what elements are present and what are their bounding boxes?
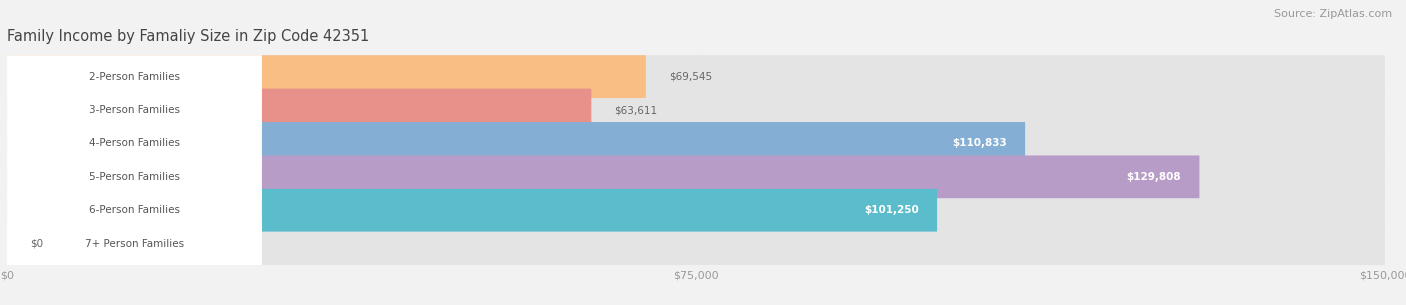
FancyBboxPatch shape <box>7 189 1385 231</box>
FancyBboxPatch shape <box>7 55 645 98</box>
Text: 6-Person Families: 6-Person Families <box>89 205 180 215</box>
FancyBboxPatch shape <box>7 55 1385 98</box>
Text: $110,833: $110,833 <box>952 138 1007 149</box>
Text: $69,545: $69,545 <box>669 72 711 82</box>
FancyBboxPatch shape <box>7 122 262 165</box>
FancyBboxPatch shape <box>7 122 1385 165</box>
FancyBboxPatch shape <box>7 156 1199 198</box>
FancyBboxPatch shape <box>7 89 592 131</box>
Text: Source: ZipAtlas.com: Source: ZipAtlas.com <box>1274 9 1392 19</box>
Text: $129,808: $129,808 <box>1126 172 1181 182</box>
FancyBboxPatch shape <box>7 189 938 231</box>
FancyBboxPatch shape <box>7 55 262 98</box>
FancyBboxPatch shape <box>7 222 1385 265</box>
Text: 3-Person Families: 3-Person Families <box>89 105 180 115</box>
FancyBboxPatch shape <box>7 222 262 265</box>
FancyBboxPatch shape <box>7 189 262 231</box>
Text: $63,611: $63,611 <box>614 105 658 115</box>
Text: $101,250: $101,250 <box>863 205 918 215</box>
FancyBboxPatch shape <box>7 156 262 198</box>
Text: 4-Person Families: 4-Person Families <box>89 138 180 149</box>
Text: $0: $0 <box>30 239 44 249</box>
Text: 5-Person Families: 5-Person Families <box>89 172 180 182</box>
FancyBboxPatch shape <box>7 156 1385 198</box>
Text: Family Income by Famaliy Size in Zip Code 42351: Family Income by Famaliy Size in Zip Cod… <box>7 29 370 44</box>
FancyBboxPatch shape <box>7 122 1025 165</box>
Text: 7+ Person Families: 7+ Person Families <box>84 239 184 249</box>
FancyBboxPatch shape <box>7 89 262 131</box>
Text: 2-Person Families: 2-Person Families <box>89 72 180 82</box>
FancyBboxPatch shape <box>7 89 1385 131</box>
